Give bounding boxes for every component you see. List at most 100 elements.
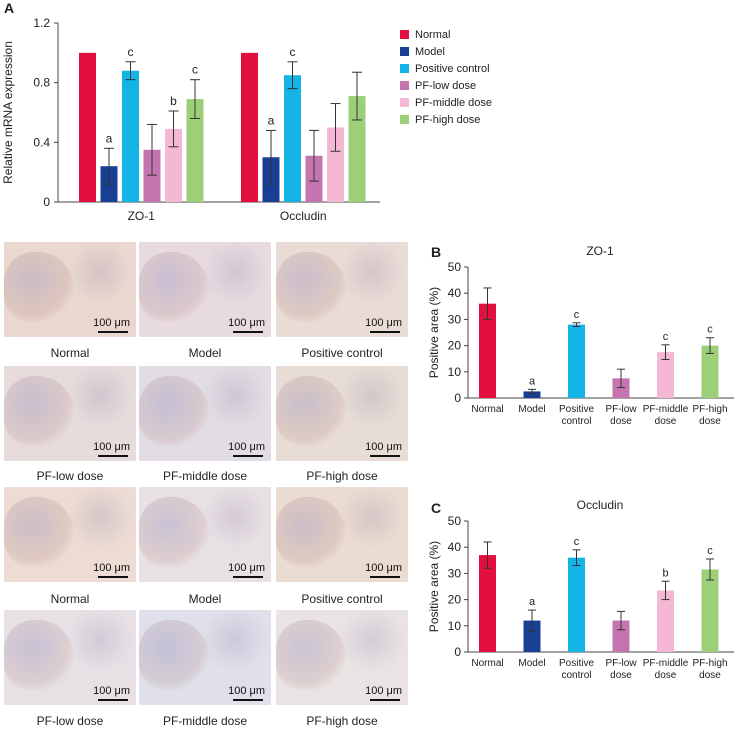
x-tick-label: ZO-1	[128, 209, 156, 223]
tissue-texture	[64, 610, 136, 670]
scale-bar	[98, 331, 128, 333]
bar	[657, 590, 674, 652]
x-tick-label: Model	[518, 658, 545, 669]
significance-label: c	[574, 536, 580, 548]
significance-label: b	[662, 567, 668, 579]
micrograph-image: 100 μm	[139, 366, 271, 461]
x-tick-label: dose	[699, 670, 721, 681]
x-tick-label: dose	[655, 416, 677, 427]
legend-item: PF-high dose	[400, 111, 492, 128]
bar	[568, 324, 585, 398]
bar	[523, 620, 541, 652]
tissue-texture	[64, 242, 136, 302]
tissue-texture	[199, 487, 271, 547]
x-tick-label: dose	[610, 416, 632, 427]
x-tick-label: PF-high	[692, 404, 727, 415]
bar	[479, 303, 496, 398]
scale-bar	[98, 576, 128, 578]
micrograph-image: 100 μm	[276, 610, 408, 705]
tissue-texture	[4, 497, 74, 567]
bar	[241, 52, 258, 203]
bar	[657, 352, 674, 398]
x-tick-label: PF-low	[605, 658, 637, 669]
bar	[479, 555, 496, 652]
micrograph-image: 100 μm	[139, 487, 271, 582]
micrograph-image: 100 μm	[4, 366, 136, 461]
micrograph-image: 100 μm	[4, 242, 136, 337]
bar	[186, 99, 204, 202]
tissue-texture	[64, 487, 136, 547]
micrograph-caption: Positive control	[301, 346, 383, 360]
scale-bar-label: 100 μm	[365, 562, 402, 574]
bar	[79, 52, 96, 203]
legend-swatch	[400, 30, 409, 39]
x-tick-label: Positive	[559, 658, 594, 669]
tissue-texture	[276, 252, 346, 322]
tissue-texture	[4, 376, 74, 446]
scale-bar-label: 100 μm	[228, 562, 265, 574]
y-tick-label: 30	[448, 312, 462, 326]
legend-swatch	[400, 98, 409, 107]
tissue-texture	[139, 252, 209, 322]
chart-title: ZO-1	[586, 244, 614, 258]
y-tick-label: 10	[448, 619, 462, 633]
legend-label: PF-low dose	[415, 79, 477, 92]
y-tick-label: 0.8	[33, 76, 50, 90]
significance-label: c	[290, 45, 296, 59]
x-tick-label: PF-middle	[643, 658, 689, 669]
legend-item: Normal	[400, 26, 492, 43]
scale-bar	[233, 331, 263, 333]
micrograph-caption: PF-low dose	[36, 714, 104, 728]
tissue-texture	[336, 610, 408, 670]
x-tick-label: dose	[610, 670, 632, 681]
x-tick-label: dose	[699, 416, 721, 427]
y-tick-label: 20	[448, 593, 462, 607]
micrograph-image: 100 μm	[276, 242, 408, 337]
x-tick-label: Model	[518, 404, 545, 415]
significance-label: a	[529, 596, 536, 608]
panel-letter-c: C	[431, 500, 442, 516]
legend-swatch	[400, 64, 409, 73]
y-tick-label: 1.2	[33, 16, 50, 30]
legend-label: Positive control	[415, 62, 490, 75]
chart-b-zo1-positive-area: ZO-1 0 10 20 30 40 50 Positive area (%) Normal a M…	[428, 244, 734, 427]
bar	[612, 378, 630, 398]
legend-item: PF-middle dose	[400, 94, 492, 111]
bar	[143, 149, 161, 202]
micrograph-caption: Model	[188, 592, 222, 606]
x-tick-label: Normal	[471, 404, 503, 415]
micrograph-image: 100 μm	[4, 610, 136, 705]
significance-label: c	[707, 324, 713, 336]
tissue-texture	[4, 620, 74, 690]
x-tick-label: Occludin	[280, 209, 327, 223]
scale-bar-label: 100 μm	[228, 441, 265, 453]
y-tick-label: 50	[448, 514, 462, 528]
scale-bar-label: 100 μm	[228, 317, 265, 329]
x-tick-label: control	[561, 670, 591, 681]
bar	[701, 345, 719, 398]
tissue-texture	[139, 620, 209, 690]
bar	[523, 391, 541, 398]
scale-bar-label: 100 μm	[93, 317, 130, 329]
scale-bar	[98, 699, 128, 701]
micrograph-caption: Model	[188, 346, 222, 360]
significance-label: c	[707, 545, 713, 557]
legend-item: Positive control	[400, 60, 492, 77]
bar	[701, 569, 719, 652]
bar	[612, 620, 630, 652]
scale-bar	[233, 455, 263, 457]
scale-bar-label: 100 μm	[93, 441, 130, 453]
scale-bar	[370, 576, 400, 578]
legend-swatch	[400, 47, 409, 56]
scale-bar	[370, 331, 400, 333]
chart-a-legend: Normal Model Positive control PF-low dos…	[400, 26, 492, 128]
micrograph-image: 100 μm	[276, 366, 408, 461]
tissue-texture	[336, 487, 408, 547]
bar	[327, 127, 344, 202]
bar	[284, 75, 301, 202]
chart-title: Occludin	[577, 498, 624, 512]
y-tick-label: 0.4	[33, 135, 50, 149]
micrograph-caption: PF-low dose	[36, 469, 104, 483]
tissue-texture	[64, 366, 136, 426]
chart-c-occludin-positive-area: Occludin 0 10 20 30 40 50 Positive area (%) Norm…	[428, 498, 734, 681]
